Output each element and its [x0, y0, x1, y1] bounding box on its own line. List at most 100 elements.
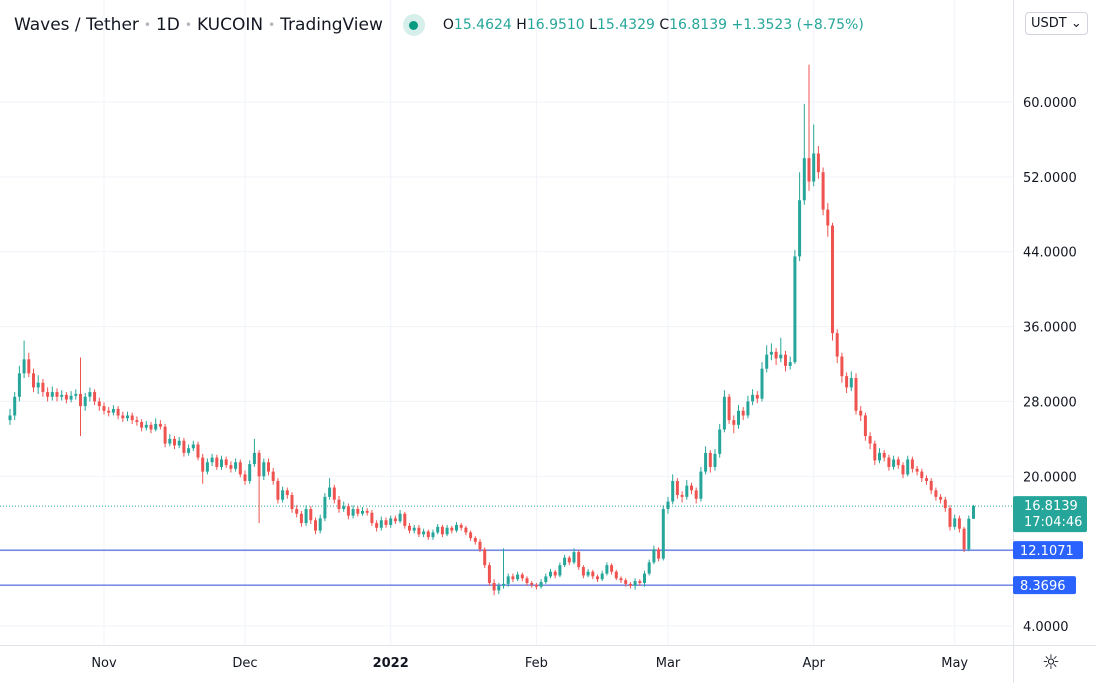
candle-body [79, 393, 82, 407]
open-value: 15.4624 [453, 17, 512, 33]
candle-body [450, 527, 454, 531]
candle-body [158, 423, 162, 427]
time-tick-label: Mar [656, 656, 681, 671]
candle-body [97, 401, 101, 407]
candle-body [497, 585, 501, 591]
candle-body [144, 424, 148, 428]
candle-body [826, 209, 830, 226]
interval[interactable]: 1D [155, 15, 180, 35]
candle-body [727, 396, 731, 421]
candle-body [577, 552, 581, 568]
candle-body [267, 462, 270, 472]
symbol-name[interactable]: Waves / Tether [14, 15, 139, 35]
candle-body [408, 525, 411, 531]
candle-body [845, 376, 849, 388]
candle-body [901, 465, 905, 475]
candle-body [671, 480, 675, 502]
candle-body [525, 578, 529, 583]
price-tick-label: 4.0000 [1023, 620, 1069, 635]
candle-body [863, 415, 867, 437]
candle-body [690, 485, 693, 491]
candle-body [370, 512, 374, 524]
candle-body [299, 513, 303, 524]
candle-body [953, 518, 957, 527]
candle-body [271, 471, 275, 481]
candle-body [581, 567, 585, 576]
separator: • [143, 18, 151, 32]
candle-body [445, 527, 449, 535]
candle-body [647, 562, 651, 574]
currency-select[interactable]: USDT ⌄ [1025, 12, 1088, 35]
candle-body [88, 392, 92, 397]
candle-body [257, 452, 261, 477]
candle-body [614, 571, 618, 579]
candle-body [403, 513, 407, 526]
candle-body [173, 438, 176, 446]
candle-body [708, 452, 712, 467]
candle-body [469, 532, 473, 539]
candle-body [342, 506, 346, 510]
candle-body [422, 531, 426, 535]
candle-body [389, 518, 393, 525]
open-label: O [442, 17, 454, 33]
candle-body [516, 574, 520, 580]
candle-body [187, 448, 191, 453]
candle-body [215, 457, 219, 467]
candle-body [925, 478, 928, 481]
candle-body [878, 452, 881, 461]
candle-body [915, 468, 919, 472]
candle-body [27, 359, 31, 374]
price-tick-label: 44.0000 [1023, 246, 1077, 261]
candle-body [191, 444, 195, 449]
time-tick-label: 2022 [373, 656, 409, 671]
candle-body [22, 359, 26, 374]
candle-body [675, 480, 679, 496]
candle-body [929, 480, 933, 491]
candle-body [201, 457, 205, 472]
candle-body [760, 368, 764, 399]
candle-body [586, 571, 590, 576]
candle-body [130, 415, 134, 421]
candle-body [351, 509, 355, 516]
time-tick-label: May [941, 656, 968, 671]
close-label: C [659, 17, 670, 33]
candle-body [567, 557, 571, 563]
candle-body [859, 410, 863, 416]
candle-body [365, 510, 369, 513]
change-value: +1.3523 (+8.75%) [731, 17, 864, 33]
candle-body [210, 457, 214, 463]
candle-body [182, 440, 186, 453]
bar-countdown-label: 17:04:46 [1024, 515, 1082, 530]
candle-body [64, 394, 68, 400]
candle-body [290, 495, 294, 510]
candle-body [60, 394, 64, 397]
candle-body [910, 459, 914, 469]
candle-body [784, 354, 787, 366]
candle-body [309, 509, 313, 521]
candle-body [111, 408, 115, 413]
candle-body [243, 474, 247, 481]
candle-body [520, 574, 524, 579]
candle-body [779, 354, 783, 359]
candle-body [140, 422, 144, 428]
candle-body [821, 172, 825, 210]
price-tick-label: 20.0000 [1023, 470, 1077, 485]
candle-body [610, 565, 614, 572]
candle-body [539, 582, 543, 587]
gear-icon[interactable]: ☼ [1042, 650, 1060, 674]
candle-body [511, 576, 515, 580]
candle-body [534, 584, 538, 587]
candle-body [591, 571, 595, 577]
candle-body [694, 490, 698, 499]
candle-body [431, 532, 435, 538]
separator: • [184, 18, 192, 32]
candle-body [854, 378, 858, 411]
candle-body [849, 378, 853, 388]
candle-body [281, 490, 285, 500]
candle-body [234, 462, 238, 469]
candle-body [417, 527, 421, 535]
candle-body [168, 438, 172, 444]
candle-body [116, 408, 120, 416]
price-tick-label: 36.0000 [1023, 321, 1077, 336]
